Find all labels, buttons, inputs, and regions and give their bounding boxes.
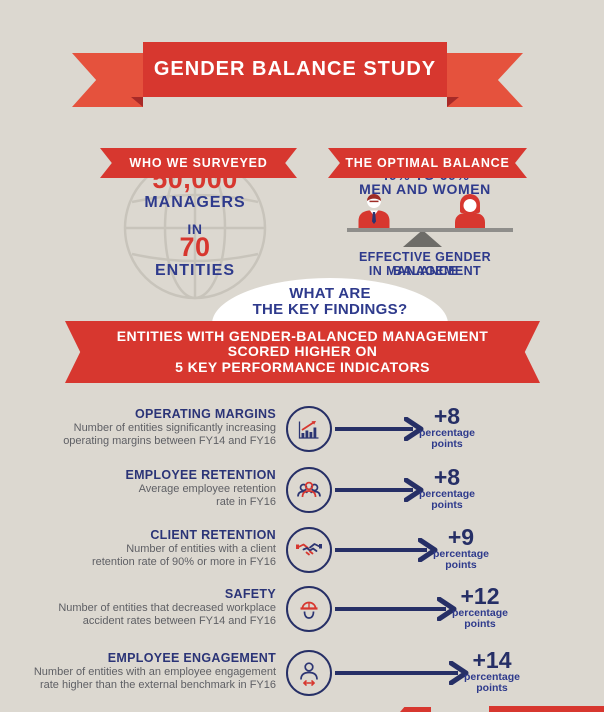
man-icon bbox=[358, 194, 390, 228]
kpi-unit-line1: percentage bbox=[418, 488, 476, 500]
kpi-icon-circle bbox=[286, 406, 332, 452]
woman-icon bbox=[455, 194, 485, 228]
kpi-desc-line1: Average employee retention bbox=[138, 483, 276, 495]
kpi-value: +12 bbox=[460, 583, 500, 609]
kpi-title: EMPLOYEE RETENTION bbox=[125, 468, 276, 482]
kpi-icon-circle bbox=[286, 527, 332, 573]
kpi-arrow-shaft bbox=[335, 548, 427, 552]
kpi-unit-line1: percentage bbox=[418, 427, 476, 439]
surveyed-connector: IN bbox=[187, 221, 203, 237]
kpi-arrow-shaft bbox=[335, 671, 458, 675]
page-title: GENDER BALANCE STUDY bbox=[153, 58, 437, 80]
kpi-unit-line2: points bbox=[476, 682, 508, 694]
kpi-value: +9 bbox=[447, 524, 475, 550]
bottom-ribbon-fragment-right bbox=[489, 706, 604, 712]
balance-beam-icon bbox=[347, 228, 513, 232]
kpi-desc-line2: rate higher than the external benchmark … bbox=[39, 679, 276, 691]
kpi-arrow-shaft bbox=[335, 427, 413, 431]
kpi-unit-line2: points bbox=[464, 618, 496, 630]
kpi-arrow-head-icon bbox=[418, 538, 438, 562]
kpi-value-block: +14 percentage points bbox=[455, 649, 529, 694]
kpi-unit-line1: percentage bbox=[432, 548, 490, 560]
title-ribbon-tail-left bbox=[72, 53, 143, 107]
kpi-desc-line2: accident rates between FY14 and FY16 bbox=[82, 615, 276, 627]
kpi-title: CLIENT RETENTION bbox=[150, 528, 276, 542]
handshake-icon bbox=[296, 543, 322, 556]
kpi-unit-line1: percentage bbox=[463, 671, 521, 683]
kpi-value-block: +8 percentage points bbox=[410, 405, 484, 450]
kpi-arrow-head-icon bbox=[449, 661, 469, 685]
bar-chart-growth-icon bbox=[298, 421, 319, 439]
kpi-text-block: EMPLOYEE RETENTION Average employee rete… bbox=[125, 468, 276, 509]
entities-count: 70 bbox=[179, 232, 211, 262]
kpi-icon-circle bbox=[286, 586, 332, 632]
people-group-icon bbox=[297, 481, 321, 498]
managers-label: MANAGERS bbox=[144, 194, 246, 211]
kpi-desc-line1: Number of entities with an employee enga… bbox=[33, 666, 276, 678]
kpi-value: +14 bbox=[472, 647, 512, 673]
kpi-unit-line2: points bbox=[445, 559, 477, 571]
kpi-value-block: +9 percentage points bbox=[424, 526, 498, 571]
kpi-value-block: +8 percentage points bbox=[410, 466, 484, 511]
kpi-arrow-shaft bbox=[335, 607, 446, 611]
findings-banner-line1: ENTITIES WITH GENDER-BALANCED MANAGEMENT bbox=[116, 327, 489, 344]
kpi-value: +8 bbox=[433, 403, 461, 429]
kpi-desc-line1: Number of entities with a client bbox=[126, 543, 276, 555]
optimal-caption-line1: EFFECTIVE GENDER BALANCE bbox=[358, 250, 492, 278]
kpi-arrow-shaft bbox=[335, 488, 413, 492]
entities-label: ENTITIES bbox=[154, 262, 235, 279]
kpi-text-block: CLIENT RETENTION Number of entities with… bbox=[92, 528, 276, 569]
hard-hat-icon bbox=[300, 601, 318, 619]
kpi-icon-circle bbox=[286, 467, 332, 513]
title-ribbon: GENDER BALANCE STUDY bbox=[143, 42, 447, 97]
person-engagement-icon bbox=[300, 662, 318, 686]
kpi-arrow-head-icon bbox=[437, 597, 457, 621]
optimal-ribbon: THE OPTIMAL BALANCE bbox=[328, 148, 527, 178]
globe-icon bbox=[123, 156, 267, 300]
kpi-text-block: OPERATING MARGINS Number of entities sig… bbox=[63, 407, 276, 448]
title-ribbon-fold-left bbox=[131, 97, 143, 107]
optimal-ribbon-label: THE OPTIMAL BALANCE bbox=[345, 156, 510, 170]
findings-banner-line3: 5 KEY PERFORMANCE INDICATORS bbox=[175, 358, 430, 375]
kpi-unit-line2: points bbox=[431, 499, 463, 511]
kpi-value-block: +12 percentage points bbox=[443, 585, 517, 630]
bottom-ribbon-fragment-left bbox=[400, 707, 431, 712]
title-ribbon-fold-right bbox=[447, 97, 459, 107]
kpi-icon-circle bbox=[286, 650, 332, 696]
kpi-text-block: SAFETY Number of entities that decreased… bbox=[58, 587, 276, 628]
kpi-desc-line1: Number of entities that decreased workpl… bbox=[58, 602, 276, 614]
findings-banner-line2: SCORED HIGHER ON bbox=[227, 343, 378, 360]
kpi-unit-line1: percentage bbox=[451, 607, 509, 619]
surveyed-ribbon: WHO WE SURVEYED bbox=[100, 148, 297, 178]
kpi-title: SAFETY bbox=[224, 587, 276, 601]
title-ribbon-tail-right bbox=[447, 53, 523, 107]
kpi-desc-line2: retention rate of 90% or more in FY16 bbox=[91, 556, 276, 568]
kpi-text-block: EMPLOYEE ENGAGEMENT Number of entities w… bbox=[34, 651, 276, 692]
optimal-range-line3: MEN AND WOMEN bbox=[359, 181, 491, 197]
findings-question-line1: WHAT ARE bbox=[289, 285, 371, 302]
kpi-value: +8 bbox=[433, 464, 461, 490]
kpi-title: OPERATING MARGINS bbox=[135, 407, 276, 421]
kpi-arrow-head-icon bbox=[404, 417, 424, 441]
kpi-desc-line2: operating margins between FY14 and FY16 bbox=[63, 435, 276, 447]
kpi-unit-line2: points bbox=[431, 438, 463, 450]
optimal-caption-line2: IN MANAGEMENT bbox=[368, 264, 482, 278]
kpi-desc-line2: rate in FY16 bbox=[216, 496, 276, 508]
findings-question-line2: THE KEY FINDINGS? bbox=[252, 301, 408, 318]
kpi-title: EMPLOYEE ENGAGEMENT bbox=[107, 651, 276, 665]
kpi-desc-line1: Number of entities significantly increas… bbox=[73, 422, 276, 434]
findings-banner: ENTITIES WITH GENDER-BALANCED MANAGEMENT… bbox=[65, 321, 540, 383]
kpi-arrow-head-icon bbox=[404, 478, 424, 502]
balance-fulcrum-icon bbox=[403, 230, 442, 247]
surveyed-ribbon-label: WHO WE SURVEYED bbox=[129, 156, 268, 170]
